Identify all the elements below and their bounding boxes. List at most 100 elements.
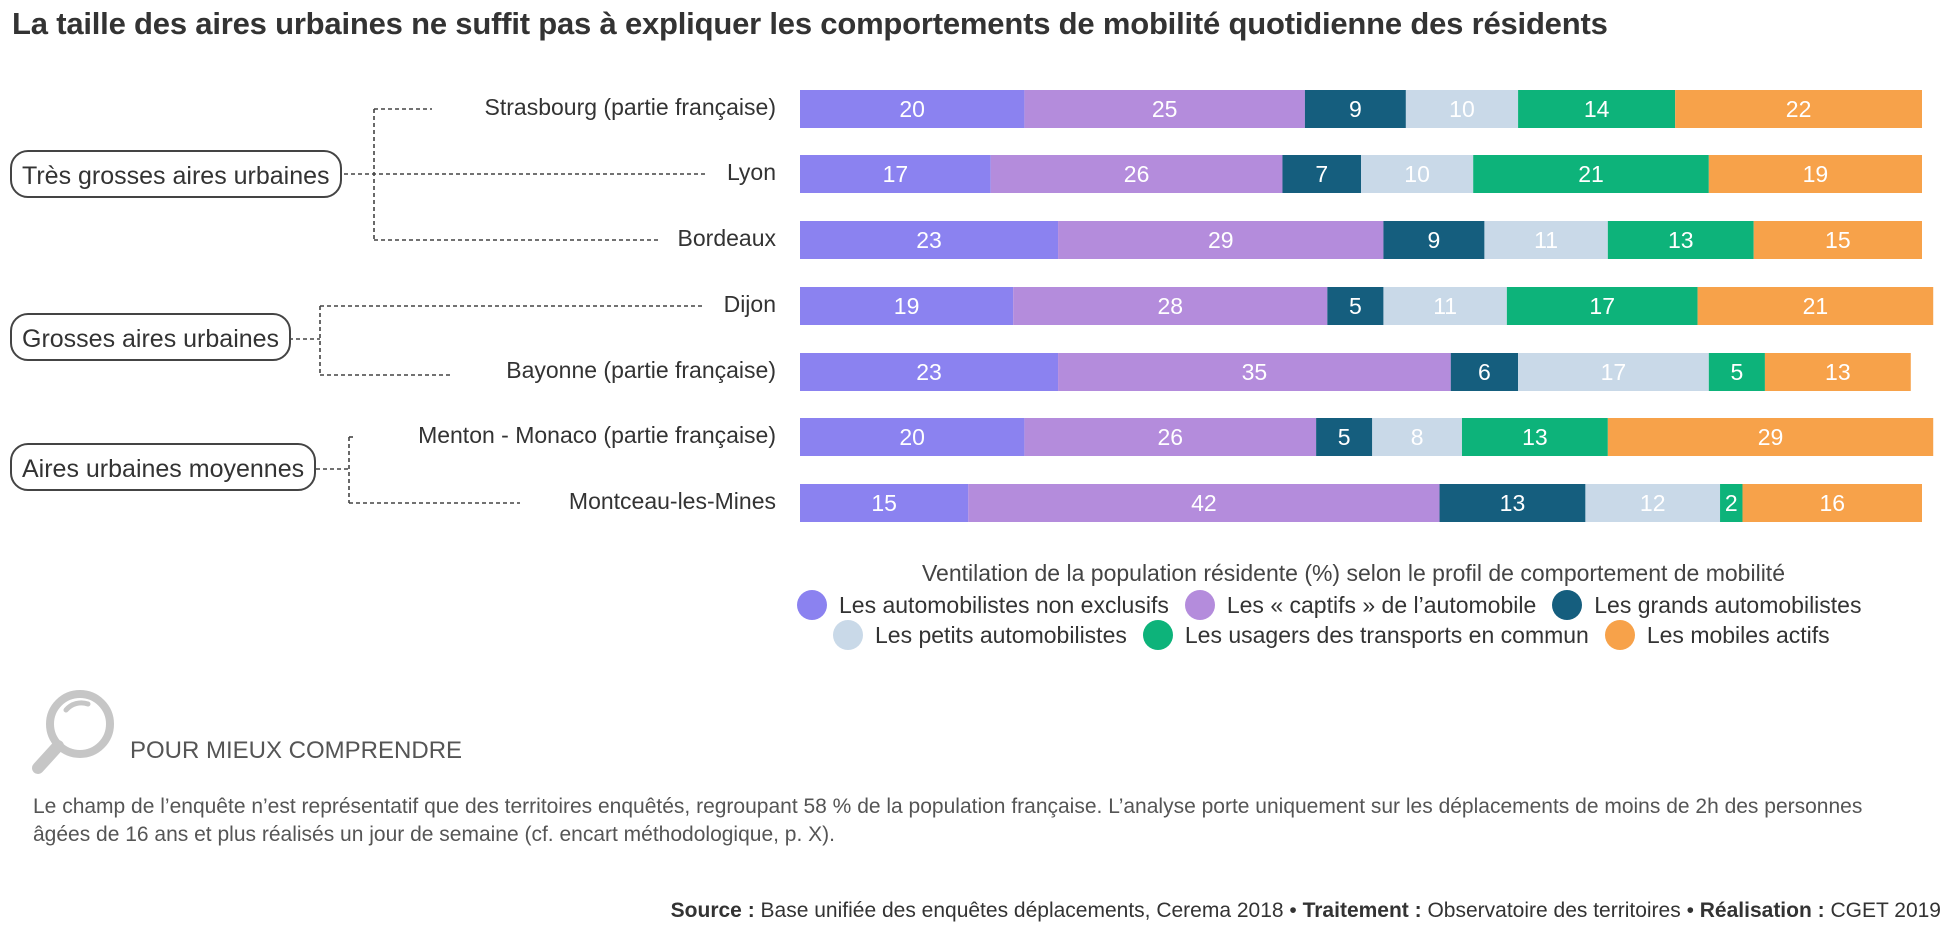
legend-swatch — [1604, 620, 1635, 650]
legend-label: Les usagers des transports en commun — [1184, 621, 1589, 648]
bar-segment — [1607, 221, 1754, 259]
data-label: 17 — [1601, 359, 1627, 385]
data-label: 5 — [1349, 293, 1362, 319]
data-label: 9 — [1428, 227, 1441, 253]
bar-segment — [800, 287, 1014, 325]
data-label: 5 — [1338, 424, 1351, 450]
bar-segment — [1708, 155, 1922, 193]
data-label: 13 — [1500, 490, 1526, 516]
category-label: Lyon — [726, 159, 776, 185]
data-label: 13 — [1522, 424, 1548, 450]
legend-label: Les mobiles actifs — [1646, 621, 1830, 648]
legend-item-captifs: Les « captifs » de l’automobile — [1184, 590, 1537, 620]
category-label: Menton - Monaco (partie française) — [418, 422, 776, 448]
data-label: 19 — [1803, 161, 1829, 187]
bar-segment — [800, 90, 1025, 128]
bar-segment — [800, 353, 1059, 391]
bar-segment — [1405, 90, 1519, 128]
data-label: 17 — [1589, 293, 1615, 319]
data-label: 23 — [916, 359, 942, 385]
bar-segment — [1720, 484, 1743, 522]
data-label: 9 — [1349, 96, 1362, 122]
category-label: Bayonne (partie française) — [506, 357, 776, 383]
category-label: Dijon — [723, 291, 776, 317]
data-label: 15 — [871, 490, 897, 516]
bar-segment — [1383, 221, 1485, 259]
data-label: 12 — [1640, 490, 1666, 516]
page-title: La taille des aires urbaines ne suffit p… — [12, 6, 1608, 41]
legend-row-1: Les automobilistes non exclusifs Les « c… — [797, 590, 1877, 620]
data-label: 13 — [1825, 359, 1851, 385]
data-label: 5 — [1730, 359, 1743, 385]
data-label: 20 — [899, 424, 925, 450]
bar-segment — [1024, 418, 1317, 456]
bar-segment — [1058, 353, 1451, 391]
bar-segment — [1675, 90, 1922, 128]
data-label: 15 — [1825, 227, 1851, 253]
data-label: 10 — [1404, 161, 1430, 187]
data-label: 29 — [1758, 424, 1784, 450]
data-label: 2 — [1725, 490, 1738, 516]
bar-segment — [1697, 287, 1934, 325]
bar-segment — [1383, 287, 1507, 325]
production-text: CGET 2019 — [1830, 899, 1941, 922]
legend-swatch — [797, 590, 827, 620]
group-label-moyennes: Aires urbaines moyennes — [10, 443, 317, 491]
processing-label: Traitement : — [1302, 899, 1422, 922]
source-text: Base unifiée des enquêtes déplacements, … — [760, 899, 1284, 922]
bar-segment — [800, 484, 969, 522]
bar-segment — [1518, 90, 1676, 128]
data-label: 11 — [1534, 227, 1558, 253]
data-label: 10 — [1449, 96, 1475, 122]
source-label: Source : — [670, 899, 755, 922]
bar-segment — [1304, 90, 1406, 128]
category-label: Bordeaux — [677, 225, 776, 251]
legend-swatch — [1184, 590, 1215, 620]
legend-swatch — [1142, 620, 1173, 650]
bar-segment — [1361, 155, 1474, 193]
legend-label: Les « captifs » de l’automobile — [1226, 591, 1537, 618]
bar-segment — [800, 418, 1025, 456]
bar-segment — [1439, 484, 1586, 522]
bar-segment — [968, 484, 1440, 522]
bar-segment — [1282, 155, 1361, 193]
legend-title: Ventilation de la population résidente (… — [921, 560, 1785, 586]
legend-row-2: Les petits automobilistes Les usagers de… — [833, 620, 1846, 650]
data-label: 13 — [1668, 227, 1694, 253]
data-label: 14 — [1584, 96, 1610, 122]
data-label: 25 — [1152, 96, 1178, 122]
legend-label: Les grands automobilistes — [1594, 591, 1862, 618]
legend-item-transports-en-commun: Les usagers des transports en commun — [1142, 620, 1589, 650]
legend-item-automobilistes-non-exclusifs: Les automobilistes non exclusifs — [797, 590, 1169, 620]
bar-segment — [1327, 287, 1384, 325]
bar-segment — [1024, 90, 1305, 128]
data-label: 35 — [1242, 359, 1268, 385]
bar-segment — [1753, 221, 1922, 259]
data-label: 7 — [1315, 161, 1328, 187]
data-label: 21 — [1578, 161, 1604, 187]
legend-swatch — [833, 620, 863, 650]
data-label: 16 — [1819, 490, 1845, 516]
production-label: Réalisation : — [1699, 899, 1825, 922]
category-label: Strasbourg (partie française) — [484, 94, 776, 120]
data-label: 26 — [1157, 424, 1183, 450]
legend-label: Les automobilistes non exclusifs — [839, 591, 1169, 618]
bar-segment — [1372, 418, 1462, 456]
bar-segment — [1518, 353, 1709, 391]
category-label: Montceau-les-Mines — [568, 488, 776, 514]
group-connectors — [282, 108, 706, 504]
data-label: 42 — [1191, 490, 1217, 516]
bar-segment — [1585, 484, 1721, 522]
data-label: 8 — [1411, 424, 1424, 450]
bar-segment — [1742, 484, 1922, 522]
bar-segment — [1058, 221, 1384, 259]
bar-segment — [990, 155, 1283, 193]
data-label: 23 — [916, 227, 942, 253]
data-label: 28 — [1157, 293, 1183, 319]
magnifier-icon — [32, 690, 114, 774]
bar-segment — [1708, 353, 1765, 391]
bar-segment — [800, 221, 1059, 259]
legend-item-petits-automobilistes: Les petits automobilistes — [833, 620, 1127, 650]
data-label: 11 — [1433, 293, 1457, 319]
